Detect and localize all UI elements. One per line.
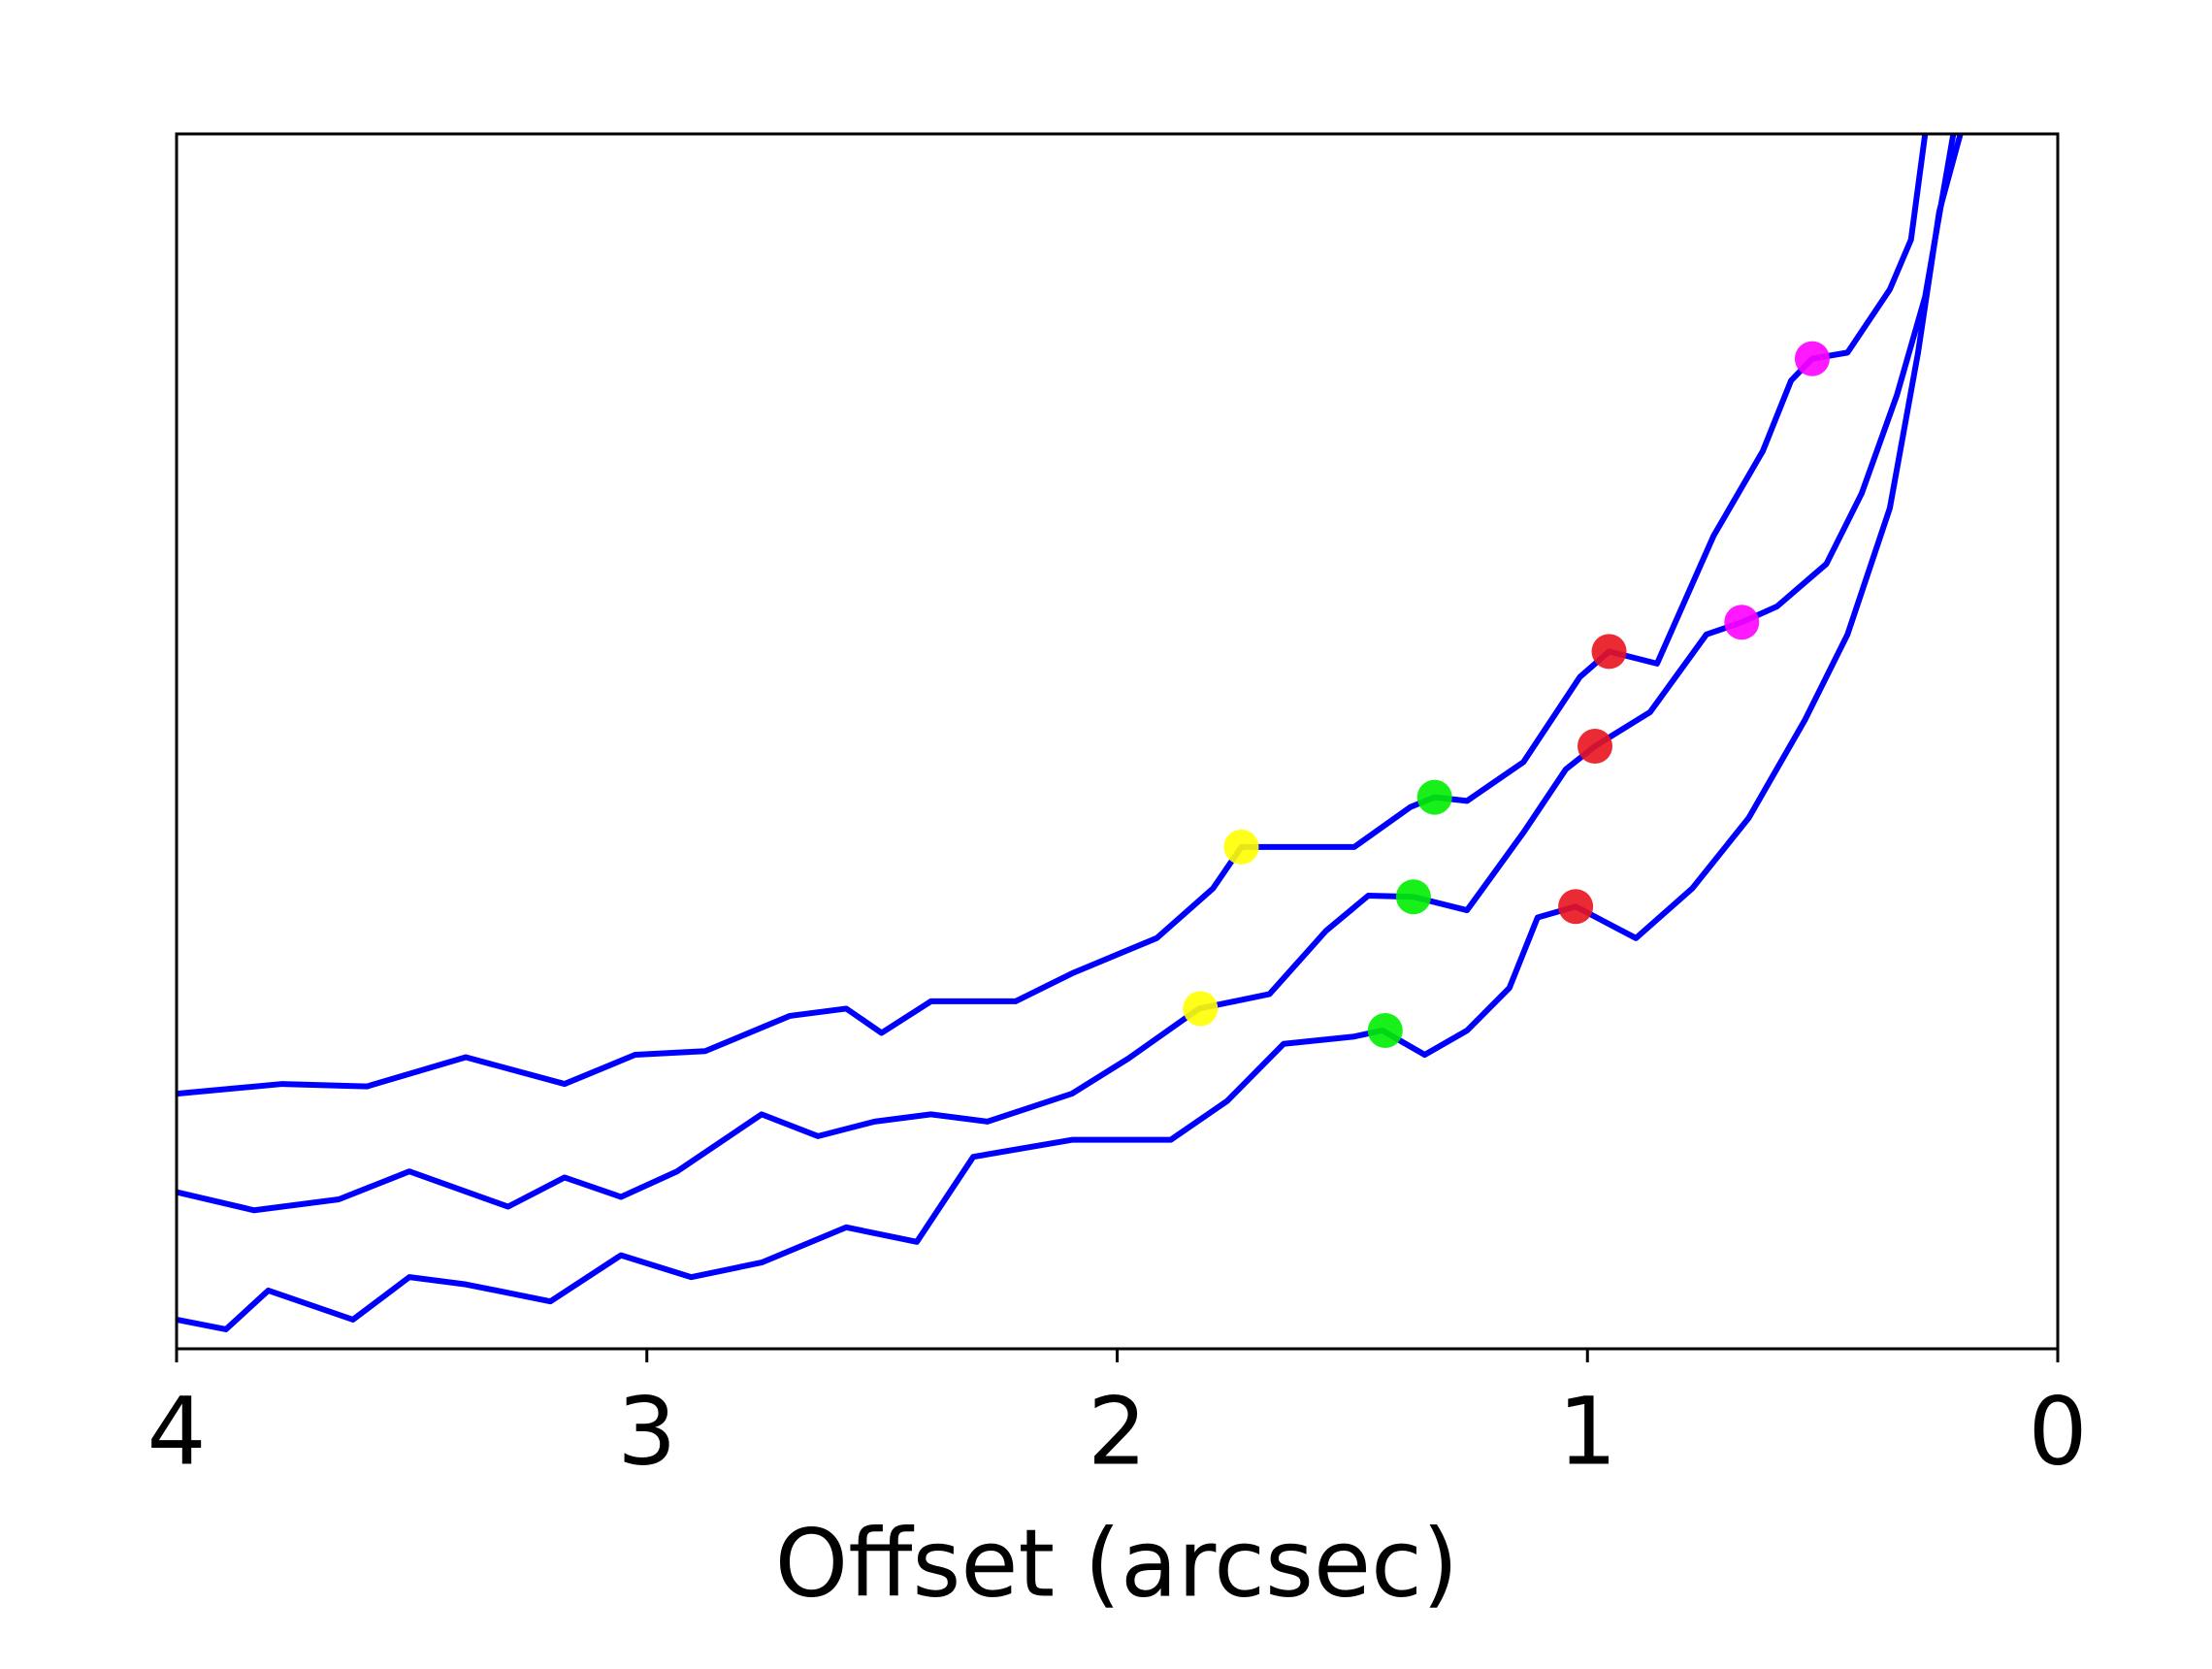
marker-dot: [1183, 991, 1219, 1027]
x-axis-label: Offset (arcsec): [775, 1509, 1459, 1618]
marker-dot: [1416, 779, 1452, 815]
x-tick-label: 3: [617, 1377, 676, 1486]
line-series: [177, 134, 1964, 1332]
x-tick-label: 2: [1088, 1377, 1147, 1486]
x-tick-label: 4: [146, 1377, 206, 1486]
marker-dot: [1724, 605, 1760, 640]
line-series: [177, 134, 1957, 1214]
x-tick-label: 1: [1558, 1377, 1617, 1486]
marker-dot: [1558, 889, 1594, 925]
marker-dot: [1395, 879, 1431, 915]
axes-frame: [175, 132, 2060, 1351]
plot-area: [177, 134, 1964, 1332]
marker-dot: [1591, 634, 1627, 670]
x-tick-label: 0: [2028, 1377, 2087, 1486]
marker-dot: [1794, 341, 1830, 376]
line-series: [177, 134, 1929, 1097]
marker-dot: [1578, 729, 1613, 765]
marker-dot: [1367, 1012, 1403, 1048]
marker-dot: [1223, 829, 1259, 865]
